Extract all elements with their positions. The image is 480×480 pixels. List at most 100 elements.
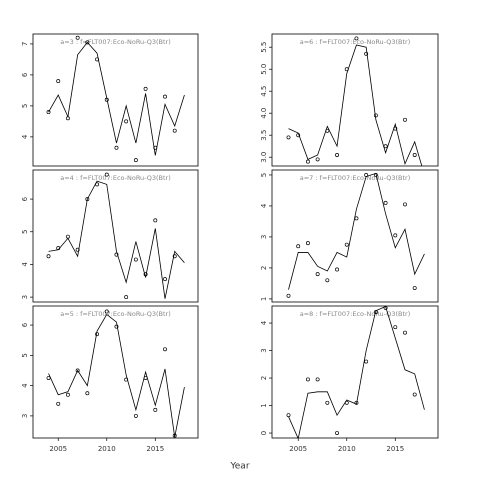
y-tick-label: 5 — [21, 104, 29, 108]
observed-point — [124, 119, 129, 124]
observed-point — [373, 113, 378, 118]
observed-point — [65, 116, 70, 121]
observed-point — [315, 377, 320, 382]
y-tick-label: 5 — [260, 173, 268, 177]
observed-point — [403, 330, 407, 335]
observed-point — [153, 218, 158, 223]
panel-title: a=6 : f=FLT007:Eco-NoRu-Q3(Btr) — [300, 38, 411, 46]
observed-point — [133, 413, 138, 418]
observed-point — [383, 200, 388, 205]
observed-point — [393, 233, 398, 238]
observed-point — [373, 310, 378, 314]
panel: 3.0 3.5 4.0 4.5 5.0 5.5 a=6 : f=FLT007:Eco-NoR… — [260, 33, 439, 167]
plot-area — [46, 172, 185, 300]
model-line — [48, 180, 185, 299]
x-tick-label: 2015 — [146, 445, 164, 453]
y-tick-label: 5.5 — [260, 42, 268, 53]
observed-point — [85, 40, 90, 45]
x-tick-label: 2010 — [338, 445, 356, 453]
observed-point — [412, 286, 417, 291]
y-tick-label: 1 — [260, 297, 268, 301]
y-tick-label: 3.5 — [260, 130, 268, 141]
observed-point — [335, 431, 339, 435]
observed-point — [364, 173, 369, 177]
observed-point — [153, 407, 158, 412]
observed-point — [315, 157, 320, 162]
model-line — [288, 172, 425, 290]
y-tick-label: 3 — [21, 414, 29, 418]
observed-point — [114, 252, 119, 257]
y-tick-label: 4 — [21, 262, 29, 267]
observed-point — [393, 325, 398, 330]
observed-point — [133, 257, 138, 262]
observed-point — [325, 278, 330, 283]
observed-point — [305, 377, 310, 382]
plot-area — [286, 306, 425, 438]
observed-point — [124, 377, 129, 382]
panel-frame — [32, 169, 199, 303]
observed-point — [335, 153, 339, 157]
observed-point — [95, 57, 100, 62]
observed-point — [364, 359, 369, 364]
observed-point — [114, 145, 119, 150]
model-line — [288, 44, 423, 166]
y-tick-label: 5.0 — [260, 64, 268, 75]
observed-point — [46, 254, 51, 259]
observed-point — [172, 254, 177, 259]
observed-point — [354, 36, 359, 41]
plot-area — [286, 172, 425, 298]
y-tick-label: 4 — [260, 320, 268, 325]
observed-point — [153, 145, 158, 150]
y-tick-label: 5 — [21, 230, 29, 234]
plot-area — [286, 36, 423, 166]
observed-point — [344, 242, 349, 247]
panel-frame — [32, 305, 199, 439]
y-tick-label: 6 — [21, 196, 29, 201]
y-tick-label: 2 — [260, 266, 268, 270]
observed-point — [114, 324, 119, 329]
observed-point — [335, 267, 339, 272]
y-tick-label: 1 — [260, 403, 268, 407]
x-tick-label: 2010 — [98, 445, 116, 453]
y-tick-label: 0 — [260, 431, 268, 435]
panel: 1 2 3 4 5 a=7 : f=FLT007:Eco-NoRu-Q3(Btr) — [260, 169, 439, 303]
observed-point — [56, 79, 61, 84]
observed-point — [305, 159, 310, 164]
x-tick-label: 2005 — [49, 445, 67, 453]
observed-point — [75, 247, 80, 252]
observed-point — [412, 392, 417, 397]
model-line — [288, 306, 425, 438]
y-tick-label: 2 — [260, 376, 268, 380]
x-tick-label: 2005 — [289, 445, 307, 453]
observed-point — [296, 133, 301, 138]
observed-point — [172, 128, 177, 133]
observed-point — [46, 110, 51, 115]
observed-point — [325, 400, 330, 405]
panel-frame — [32, 33, 199, 167]
observed-point — [143, 86, 148, 91]
panel-title: a=4 : f=FLT007:Eco-NoRu-Q3(Btr) — [60, 174, 171, 182]
panel: 4 5 6 7 a=3 : f=FLT007:Eco-NoRu-Q3(Btr) — [21, 33, 199, 167]
y-tick-label: 4 — [21, 134, 29, 139]
observed-point — [354, 400, 359, 405]
observed-point — [325, 128, 330, 133]
y-tick-label: 4.0 — [260, 108, 268, 119]
observed-point — [163, 94, 167, 99]
panel: 3 4 5 6 2005 2010 2015 a=5 : f=FLT007:Eco-NoRu-… — [21, 305, 199, 453]
y-tick-label: 4 — [21, 383, 29, 388]
y-tick-label: 3 — [260, 235, 268, 239]
observed-point — [95, 182, 100, 187]
observed-point — [56, 401, 61, 406]
observed-point — [95, 332, 100, 337]
panel: 0 1 2 3 4 2005 2010 2015 a=8 : f=FLT007:Eco-NoRu… — [260, 305, 439, 453]
observed-point — [65, 234, 70, 239]
observed-point — [104, 172, 109, 177]
panel-title: a=3 : f=FLT007:Eco-NoRu-Q3(Btr) — [60, 38, 171, 46]
plot-area — [46, 35, 185, 163]
observed-point — [46, 376, 51, 381]
panel-frame — [271, 169, 439, 303]
x-axis-label: Year — [229, 462, 249, 472]
y-tick-label: 5 — [21, 353, 29, 357]
y-tick-label: 4.5 — [260, 86, 268, 97]
